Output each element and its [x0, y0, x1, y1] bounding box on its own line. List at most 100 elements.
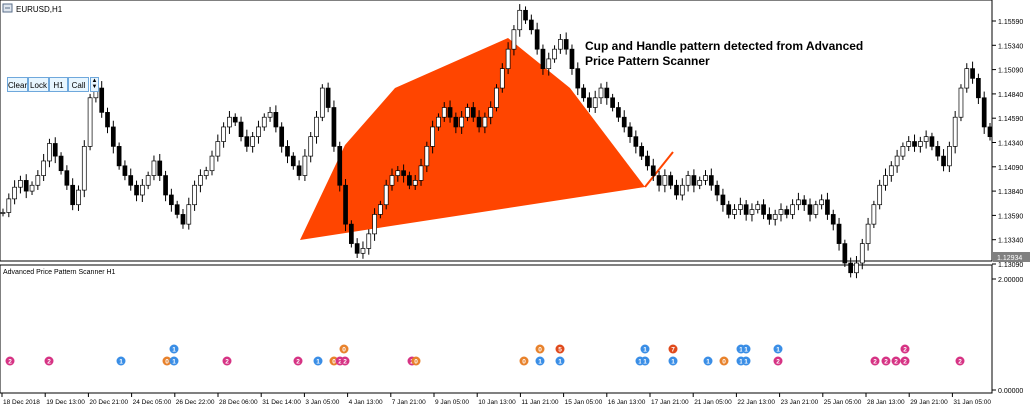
lock-button[interactable]: Lock	[28, 77, 49, 92]
pattern-signal-marker[interactable]: 2	[891, 356, 901, 366]
pattern-signal-marker[interactable]: 2	[293, 356, 303, 366]
pattern-signal-marker[interactable]: 7	[668, 344, 678, 354]
pattern-signal-marker[interactable]: 1	[313, 356, 323, 366]
candle-body	[296, 165, 302, 176]
candle-body	[796, 199, 801, 206]
candle-body	[650, 165, 656, 176]
candle-body	[912, 141, 917, 147]
candle-body	[610, 97, 615, 108]
spinner-down-icon[interactable]: ▼	[91, 84, 98, 90]
call-button[interactable]: Call	[68, 77, 89, 92]
candle-body	[743, 204, 749, 215]
candle-body	[12, 186, 17, 200]
pattern-signal-marker[interactable]: 0	[162, 356, 172, 366]
candle-body	[81, 146, 87, 191]
candle-body	[273, 112, 279, 128]
pattern-signal-marker[interactable]: 1	[640, 344, 650, 354]
marker-label: 2	[296, 359, 300, 366]
candle-body	[825, 199, 830, 215]
marker-label: 1	[172, 347, 176, 354]
pattern-signal-marker[interactable]: 0	[519, 356, 529, 366]
candle-body	[383, 184, 389, 206]
current-price-label: 1.12934	[997, 255, 1022, 262]
pattern-signal-marker[interactable]: 1	[741, 356, 751, 366]
candle-body	[354, 243, 360, 254]
pattern-signal-marker[interactable]: 2	[881, 356, 891, 366]
window-icon	[2, 3, 13, 13]
pattern-signal-marker[interactable]: 2	[44, 356, 54, 366]
spinner-up-icon[interactable]: ▲	[91, 78, 98, 84]
pattern-signal-marker[interactable]: 1	[555, 356, 565, 366]
candle-body	[18, 180, 23, 188]
candle-body	[720, 194, 726, 206]
candle-body	[621, 116, 627, 128]
pattern-signal-marker[interactable]: 0	[719, 356, 729, 366]
candle-body	[430, 126, 435, 147]
marker-label: 1	[538, 359, 542, 366]
pattern-signal-marker[interactable]: 1	[741, 344, 751, 354]
candle-body	[970, 68, 975, 79]
candle-body	[819, 199, 824, 206]
pattern-signal-marker[interactable]: 0	[339, 344, 349, 354]
candle-body	[23, 180, 29, 192]
candle-body	[285, 146, 290, 157]
price-level-label: 1.13340	[998, 238, 1023, 245]
candle-body	[459, 116, 465, 128]
pattern-signal-marker[interactable]: 1	[640, 356, 650, 366]
candle-body	[470, 107, 476, 118]
candle-body	[900, 146, 906, 157]
pattern-signal-marker[interactable]: 1	[169, 356, 179, 366]
candle-body	[540, 48, 546, 69]
candle-body	[888, 165, 894, 176]
candle-body	[76, 189, 81, 206]
candle-body	[859, 243, 865, 264]
candle-body	[981, 97, 987, 128]
candle-body	[221, 126, 226, 142]
candle-body	[569, 48, 575, 69]
marker-label: 0	[522, 359, 526, 366]
price-axis: 1.15590 1.15340 1.15090 1.14840 1.14590 1.143…	[992, 19, 1023, 269]
candle-body	[325, 87, 331, 108]
pattern-signal-marker[interactable]: 2	[870, 356, 880, 366]
candle-body	[923, 136, 929, 142]
indicator-title: Advanced Price Pattern Scanner H1	[3, 269, 116, 276]
pattern-signal-marker[interactable]: 1	[535, 356, 545, 366]
time-label: 28 Dec 06:00	[219, 399, 258, 406]
pattern-signal-marker[interactable]: 2	[340, 356, 350, 366]
candle-body	[331, 107, 337, 147]
pattern-signal-marker[interactable]: 1	[773, 344, 783, 354]
pattern-signal-marker[interactable]: 5	[555, 344, 565, 354]
clear-button[interactable]: Clear	[7, 77, 28, 92]
pattern-signal-marker[interactable]: 1	[169, 344, 179, 354]
pattern-signal-marker[interactable]: 1	[116, 356, 126, 366]
pattern-signal-marker[interactable]: 1	[668, 356, 678, 366]
pattern-signal-marker[interactable]: 2	[900, 356, 910, 366]
candle-body	[958, 87, 964, 118]
current-price-tag: 1.12934	[993, 252, 1030, 262]
timeframe-spinner[interactable]: ▲ ▼	[90, 77, 99, 92]
candle-body	[203, 170, 209, 176]
pattern-signal-marker[interactable]: 0	[535, 344, 545, 354]
timeframe-button[interactable]: H1	[49, 77, 68, 92]
pattern-signal-marker[interactable]: 2	[955, 356, 965, 366]
marker-label: 1	[744, 347, 748, 354]
candle-body	[58, 155, 64, 172]
price-level-label: 1.14340	[998, 141, 1023, 148]
marker-label: 0	[332, 359, 336, 366]
pattern-signal-marker[interactable]: 2	[5, 356, 15, 366]
pattern-signal-marker[interactable]: 0	[411, 356, 421, 366]
pattern-signal-marker[interactable]: 2	[222, 356, 232, 366]
pattern-signal-marker[interactable]: 1	[703, 356, 713, 366]
candle-body	[807, 204, 813, 215]
candle-body	[209, 155, 215, 172]
candle-body	[732, 209, 737, 215]
time-label: 10 Jan 13:00	[478, 399, 516, 406]
candle-body	[389, 175, 395, 186]
indicator-axis: 2.00000 0.00000	[992, 277, 1023, 395]
handle-line	[644, 151, 674, 188]
pattern-signal-marker[interactable]: 2	[773, 356, 783, 366]
pattern-signal-marker[interactable]: 2	[900, 344, 910, 354]
marker-label: 1	[643, 359, 647, 366]
